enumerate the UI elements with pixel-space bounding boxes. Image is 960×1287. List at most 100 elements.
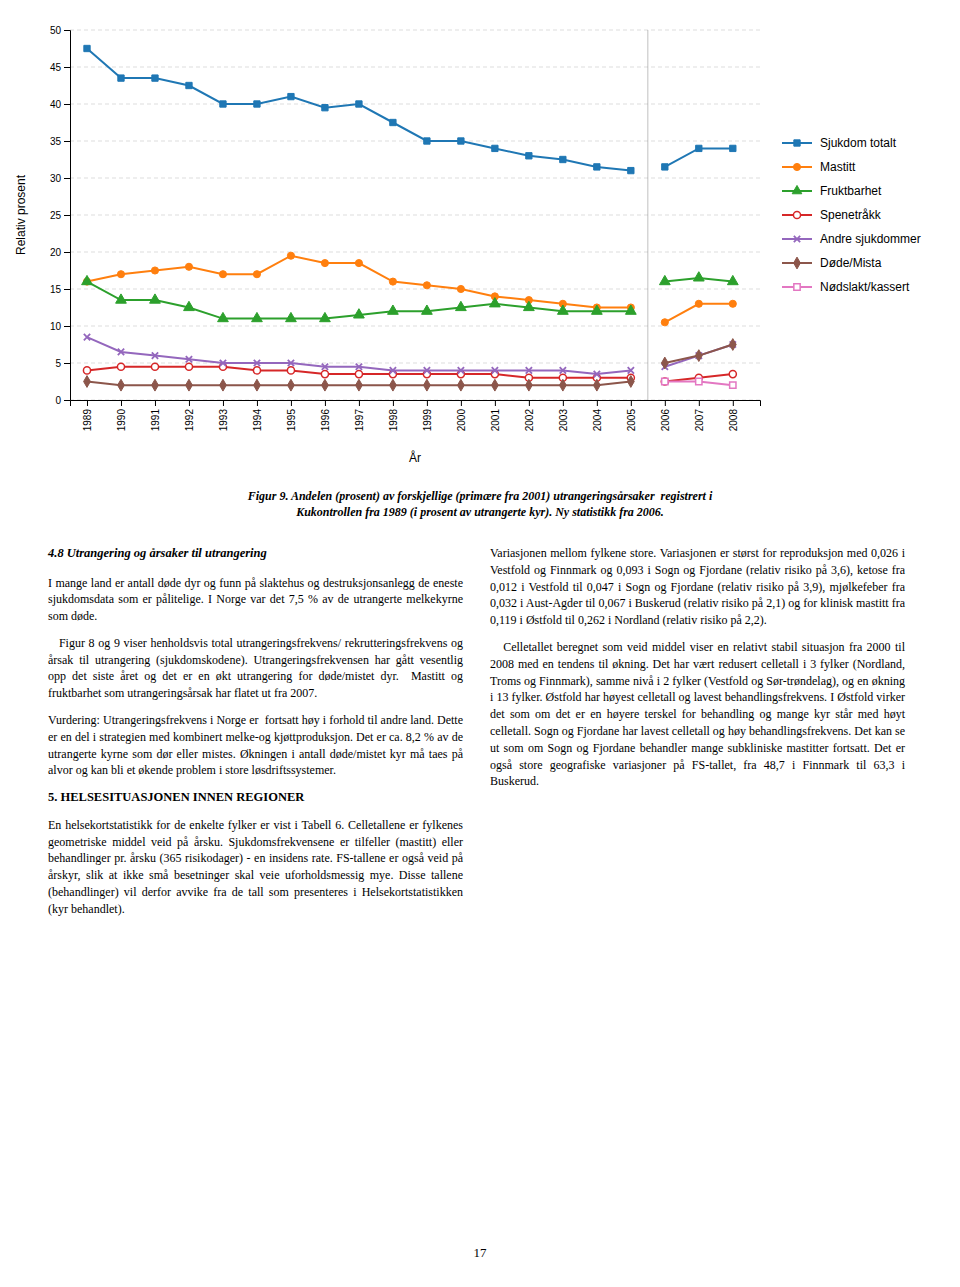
tick-mark [64, 104, 70, 105]
tick-label: 25 [50, 210, 62, 221]
left-column: 4.8 Utrangering og årsaker til utrangeri… [48, 545, 463, 928]
series [82, 272, 739, 322]
page-number: 17 [0, 1245, 960, 1261]
legend-swatch [794, 140, 800, 146]
tick-mark [64, 289, 70, 290]
point [356, 379, 363, 391]
tick-mark [597, 400, 598, 406]
tick-label: 0 [55, 395, 61, 406]
legend-item: Sjukdom totalt [782, 136, 897, 150]
point [523, 301, 534, 310]
point [492, 145, 498, 151]
point [730, 145, 736, 151]
y-axis-title: Relativ prosent [14, 174, 28, 255]
point [456, 301, 467, 310]
tick-label: 1992 [184, 409, 195, 432]
legend-swatch [793, 211, 800, 218]
tick-mark [64, 326, 70, 327]
point [118, 75, 124, 81]
tick-label: 1996 [320, 409, 331, 432]
paragraph: Vurdering: Utrangeringsfrekvens i Norge … [48, 712, 463, 779]
point [591, 305, 602, 314]
point [253, 367, 260, 374]
tick-mark [64, 178, 70, 179]
point [729, 339, 736, 351]
tick: 1994 [252, 400, 263, 431]
point [490, 298, 501, 307]
tick-label: 1991 [150, 409, 161, 432]
heading: 4.8 Utrangering og årsaker til utrangeri… [48, 545, 463, 563]
tick-mark [189, 400, 190, 406]
point [491, 379, 498, 391]
point [390, 379, 397, 391]
tick: 1996 [320, 400, 331, 431]
tick-mark [121, 400, 122, 406]
grid-line [70, 178, 760, 179]
series [84, 339, 737, 391]
line [665, 345, 733, 367]
tick: 2001 [490, 400, 501, 431]
point [118, 349, 124, 355]
point [220, 101, 226, 107]
point [288, 93, 294, 99]
tick-label: 5 [55, 358, 61, 369]
point [320, 312, 331, 321]
grid-line [70, 30, 760, 31]
grid-line [70, 252, 760, 253]
tick-mark [64, 252, 70, 253]
tick: 15 [50, 284, 70, 295]
point [560, 367, 566, 373]
point [424, 138, 430, 144]
legend-item: Nødslakt/kassert [782, 280, 910, 294]
point [627, 376, 634, 388]
point [593, 379, 600, 391]
point [288, 360, 294, 366]
tick-label: 1995 [286, 409, 297, 432]
tick-mark [427, 400, 428, 406]
point [185, 363, 192, 370]
tick: 2000 [456, 400, 467, 431]
tick: 1989 [82, 400, 93, 431]
legend-item: Fruktbarhet [782, 184, 882, 198]
tick-label: 35 [50, 136, 62, 147]
tick-mark [529, 400, 530, 406]
point [628, 167, 634, 173]
point [354, 309, 365, 318]
tick: 1991 [150, 400, 161, 431]
tick-label: 1999 [422, 409, 433, 432]
legend-label: Andre sjukdommer [820, 232, 921, 246]
tick: 2002 [524, 400, 535, 431]
tick-mark [257, 400, 258, 406]
point [389, 278, 396, 285]
point [322, 379, 329, 391]
point [186, 82, 192, 88]
point [693, 272, 704, 281]
heading: 5. HELSESITUASJONEN INNEN REGIONER [48, 789, 463, 807]
series [84, 334, 736, 377]
tick: 1990 [116, 400, 127, 431]
point [730, 382, 736, 388]
tick: 1992 [184, 400, 195, 431]
legend-item: Mastitt [782, 160, 856, 174]
point [83, 367, 90, 374]
tick-mark [223, 400, 224, 406]
tick: 5 [55, 358, 70, 369]
point [356, 101, 362, 107]
legend-label: Mastitt [820, 160, 856, 174]
tick: 10 [50, 321, 70, 332]
legend-label: Sjukdom totalt [820, 136, 897, 150]
tick-label: 2001 [490, 409, 501, 432]
tick-mark [291, 400, 292, 406]
legend-swatch [793, 163, 800, 170]
tick-label: 2005 [626, 409, 637, 432]
tick-label: 2006 [660, 409, 671, 432]
line [87, 367, 631, 378]
point [84, 376, 91, 388]
legend-label: Nødslakt/kassert [820, 280, 910, 294]
grid-line [70, 289, 760, 290]
point [118, 379, 125, 391]
point [355, 371, 362, 378]
point [151, 363, 158, 370]
point [458, 367, 464, 373]
point [390, 367, 396, 373]
